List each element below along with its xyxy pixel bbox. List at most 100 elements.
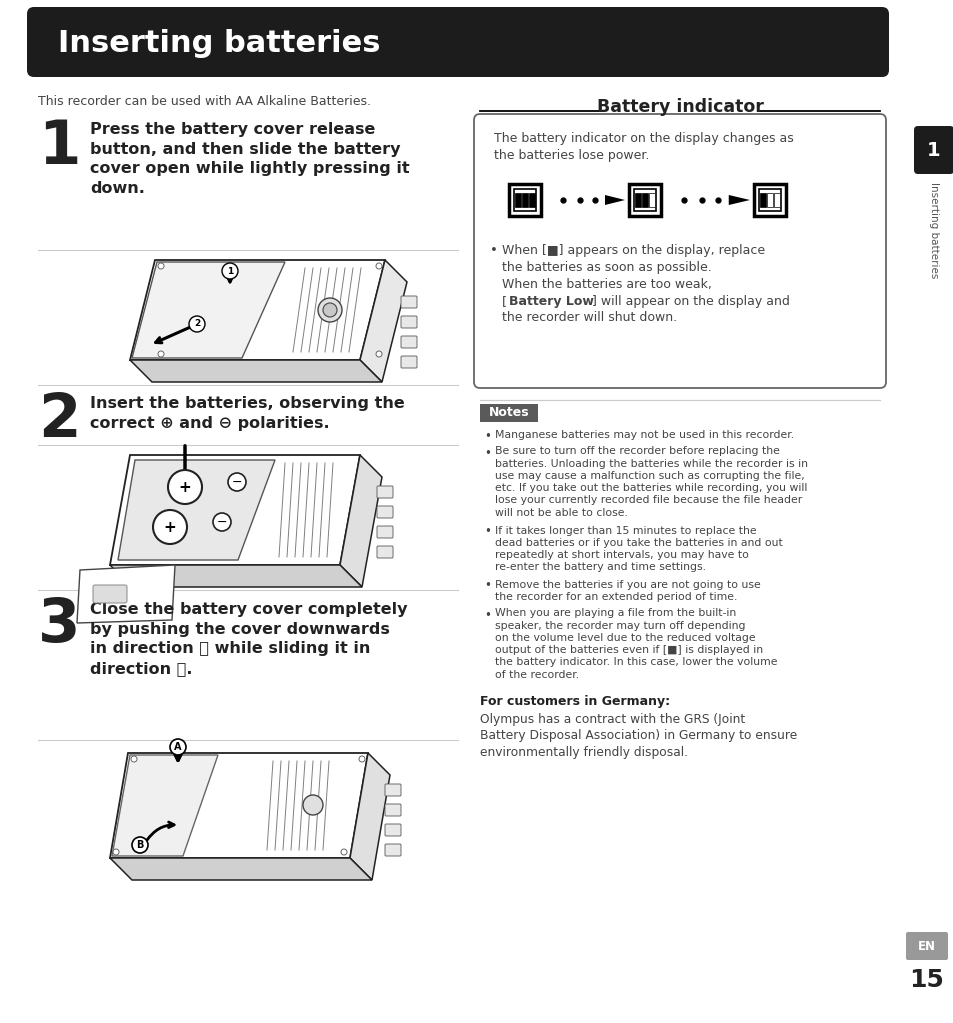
Text: [: [ <box>501 295 506 308</box>
Text: EN: EN <box>917 939 935 952</box>
Text: the recorder will shut down.: the recorder will shut down. <box>501 311 677 324</box>
Text: 1: 1 <box>926 140 940 160</box>
Text: 2: 2 <box>38 391 81 450</box>
FancyBboxPatch shape <box>376 506 393 518</box>
Polygon shape <box>339 455 381 587</box>
Text: ] will appear on the display and: ] will appear on the display and <box>592 295 789 308</box>
Text: +: + <box>178 480 192 494</box>
Polygon shape <box>130 260 385 360</box>
FancyBboxPatch shape <box>376 526 393 538</box>
Circle shape <box>323 303 336 317</box>
Polygon shape <box>110 565 361 587</box>
FancyBboxPatch shape <box>758 188 781 212</box>
Text: Inserting batteries: Inserting batteries <box>58 30 380 58</box>
Circle shape <box>303 795 323 815</box>
Text: Battery Low: Battery Low <box>509 295 594 308</box>
Text: When [■] appears on the display, replace
the batteries as soon as possible.
When: When [■] appears on the display, replace… <box>501 244 764 291</box>
Text: −: − <box>216 516 227 529</box>
Circle shape <box>358 756 365 762</box>
Text: When you are playing a file from the built-in
speaker, the recorder may turn off: When you are playing a file from the bui… <box>495 609 777 679</box>
Text: •: • <box>483 430 491 443</box>
FancyBboxPatch shape <box>479 404 537 422</box>
Text: Be sure to turn off the recorder before replacing the
batteries. Unloading the b: Be sure to turn off the recorder before … <box>495 446 807 518</box>
FancyBboxPatch shape <box>905 932 947 960</box>
Text: 1: 1 <box>227 267 233 275</box>
Text: Remove the batteries if you are not going to use
the recorder for an extended pe: Remove the batteries if you are not goin… <box>495 579 760 602</box>
FancyBboxPatch shape <box>400 356 416 368</box>
FancyBboxPatch shape <box>385 784 400 796</box>
Bar <box>649 193 655 207</box>
Text: If it takes longer than 15 minutes to replace the
dead batteries or if you take : If it takes longer than 15 minutes to re… <box>495 526 781 572</box>
Text: 1: 1 <box>38 118 80 177</box>
Text: Insert the batteries, observing the
correct ⊕ and ⊖ polarities.: Insert the batteries, observing the corr… <box>90 396 404 431</box>
Bar <box>529 193 535 207</box>
Circle shape <box>112 849 119 855</box>
Text: Inserting batteries: Inserting batteries <box>928 182 938 278</box>
Bar <box>515 193 520 207</box>
Circle shape <box>222 263 237 279</box>
Text: •: • <box>483 526 491 538</box>
FancyBboxPatch shape <box>474 114 885 388</box>
FancyBboxPatch shape <box>509 184 540 216</box>
FancyBboxPatch shape <box>385 844 400 856</box>
Polygon shape <box>604 195 624 205</box>
Text: •: • <box>483 446 491 459</box>
Text: Press the battery cover release
button, and then slide the battery
cover open wh: Press the battery cover release button, … <box>90 122 409 195</box>
Polygon shape <box>359 260 407 382</box>
Bar <box>641 193 647 207</box>
Bar <box>521 193 527 207</box>
Text: Notes: Notes <box>488 406 529 419</box>
Text: •: • <box>490 244 497 257</box>
Text: This recorder can be used with AA Alkaline Batteries.: This recorder can be used with AA Alkali… <box>38 95 371 108</box>
Circle shape <box>340 849 347 855</box>
FancyBboxPatch shape <box>513 188 536 212</box>
Polygon shape <box>132 262 285 358</box>
Text: −: − <box>232 476 242 489</box>
Text: •: • <box>483 609 491 622</box>
Text: For customers in Germany:: For customers in Germany: <box>479 696 669 709</box>
Circle shape <box>228 473 246 491</box>
Polygon shape <box>728 195 749 205</box>
FancyBboxPatch shape <box>400 296 416 308</box>
FancyBboxPatch shape <box>92 585 127 603</box>
Text: Battery indicator: Battery indicator <box>596 98 762 116</box>
Circle shape <box>375 351 381 357</box>
Circle shape <box>375 263 381 269</box>
Circle shape <box>152 510 187 544</box>
Text: 2: 2 <box>193 319 200 328</box>
FancyBboxPatch shape <box>385 824 400 836</box>
Text: 3: 3 <box>38 596 80 655</box>
Polygon shape <box>77 565 174 623</box>
FancyBboxPatch shape <box>629 184 659 216</box>
Circle shape <box>131 756 137 762</box>
Circle shape <box>132 837 148 853</box>
Bar <box>760 193 765 207</box>
Text: 15: 15 <box>908 968 943 992</box>
FancyBboxPatch shape <box>376 546 393 558</box>
Text: The battery indicator on the display changes as
the batteries lose power.: The battery indicator on the display cha… <box>494 132 793 163</box>
Text: Olympus has a contract with the GRS (Joint
Battery Disposal Association) in Germ: Olympus has a contract with the GRS (Joi… <box>479 712 797 759</box>
Polygon shape <box>112 755 218 856</box>
FancyBboxPatch shape <box>400 316 416 328</box>
Bar <box>774 193 780 207</box>
Circle shape <box>170 739 186 755</box>
Polygon shape <box>118 460 274 560</box>
Text: •: • <box>483 579 491 592</box>
Text: Close the battery cover completely
by pushing the cover downwards
in direction Ⓐ: Close the battery cover completely by pu… <box>90 602 407 675</box>
Text: Manganese batteries may not be used in this recorder.: Manganese batteries may not be used in t… <box>495 430 793 440</box>
FancyBboxPatch shape <box>400 336 416 348</box>
Polygon shape <box>110 455 359 565</box>
FancyBboxPatch shape <box>376 486 393 498</box>
Polygon shape <box>130 360 381 382</box>
Circle shape <box>168 470 202 504</box>
Bar <box>766 193 772 207</box>
Circle shape <box>317 298 341 322</box>
Text: B: B <box>136 840 144 850</box>
Text: +: + <box>164 520 176 534</box>
Polygon shape <box>110 858 372 880</box>
FancyBboxPatch shape <box>913 126 953 174</box>
Circle shape <box>213 513 231 531</box>
Polygon shape <box>110 753 368 858</box>
Circle shape <box>158 351 164 357</box>
Bar <box>635 193 640 207</box>
